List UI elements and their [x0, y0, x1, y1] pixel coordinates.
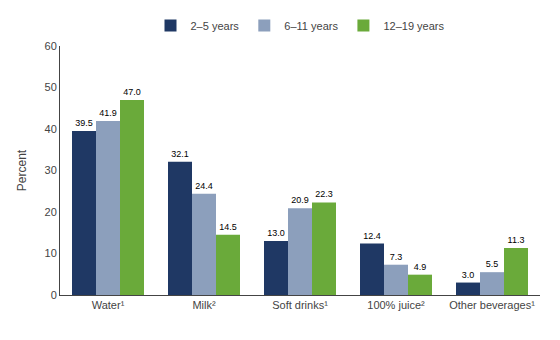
- svg-text:50: 50: [45, 81, 57, 93]
- svg-text:Milk²: Milk²: [192, 299, 216, 311]
- svg-text:0: 0: [51, 289, 57, 301]
- svg-text:Water¹: Water¹: [92, 299, 125, 311]
- svg-text:47.0: 47.0: [123, 87, 141, 97]
- svg-text:Percent: Percent: [15, 149, 29, 191]
- svg-text:4.9: 4.9: [414, 262, 427, 272]
- svg-text:39.5: 39.5: [75, 118, 93, 128]
- svg-text:10: 10: [45, 247, 57, 259]
- svg-text:40: 40: [45, 123, 57, 135]
- svg-text:12.4: 12.4: [363, 231, 381, 241]
- svg-text:41.9: 41.9: [99, 108, 117, 118]
- svg-text:14.5: 14.5: [219, 222, 237, 232]
- svg-text:30: 30: [45, 164, 57, 176]
- svg-text:100% juice²: 100% juice²: [367, 299, 425, 311]
- svg-text:5.5: 5.5: [486, 259, 499, 269]
- svg-text:3.0: 3.0: [462, 270, 475, 280]
- svg-text:11.3: 11.3: [508, 235, 525, 245]
- svg-text:22.3: 22.3: [315, 189, 333, 199]
- svg-text:2–5 years: 2–5 years: [191, 20, 240, 32]
- svg-text:13.0: 13.0: [267, 228, 285, 238]
- svg-text:20.9: 20.9: [291, 195, 309, 205]
- svg-text:12–19 years: 12–19 years: [383, 20, 444, 32]
- svg-text:60: 60: [45, 40, 57, 52]
- svg-text:6–11 years: 6–11 years: [284, 20, 338, 32]
- svg-text:7.3: 7.3: [390, 252, 403, 262]
- svg-text:Soft drinks¹: Soft drinks¹: [272, 299, 328, 311]
- svg-text:20: 20: [45, 206, 57, 218]
- svg-text:32.1: 32.1: [171, 149, 189, 159]
- svg-text:24.4: 24.4: [195, 181, 213, 191]
- svg-text:Other beverages¹: Other beverages¹: [449, 299, 535, 311]
